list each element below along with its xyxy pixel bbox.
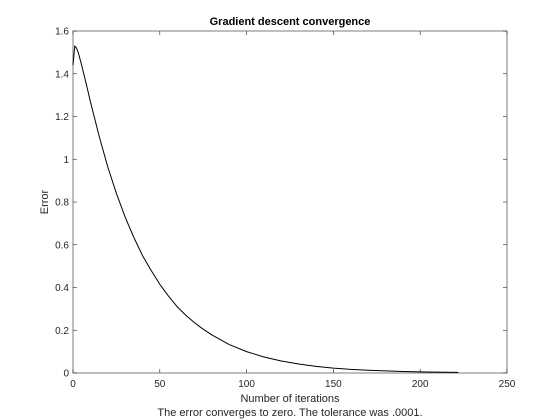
y-tick-label: 0.8	[55, 198, 69, 209]
y-tick-label: 1	[63, 155, 69, 166]
y-tick-label: 1.4	[55, 69, 69, 80]
y-tick-label: 0	[63, 369, 69, 380]
plot-area	[72, 30, 508, 374]
x-tick-label: 100	[238, 379, 255, 390]
x-tick-label: 50	[154, 379, 166, 390]
y-tick-label: 0.4	[55, 283, 69, 294]
error-series-line	[72, 45, 459, 373]
y-tick-label: 1.2	[55, 112, 69, 123]
series-group	[72, 45, 459, 373]
tick-group: 0 50 100 150 200 250 0 0.2 0.4 0.6 0.8 1 1.2 1.4 1.6	[55, 27, 516, 391]
x-tick-label: 200	[412, 379, 429, 390]
x-axis-note: The error converges to zero. The toleran…	[157, 407, 422, 419]
x-axis-label: Number of iterations	[240, 393, 340, 405]
y-tick-label: 1.6	[55, 27, 69, 38]
y-tick-label: 0.2	[55, 326, 69, 337]
chart-title: Gradient descent convergence	[210, 16, 371, 28]
y-tick-label: 0.6	[55, 240, 69, 251]
x-tick-label: 150	[325, 379, 342, 390]
x-tick-label: 0	[70, 379, 76, 390]
x-tick-label: 250	[499, 379, 516, 390]
y-axis-label: Error	[39, 189, 51, 214]
